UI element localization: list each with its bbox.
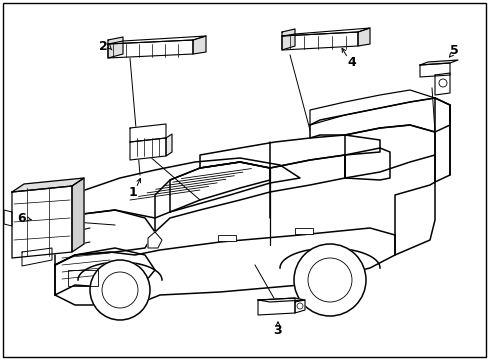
Polygon shape <box>345 148 389 180</box>
Polygon shape <box>4 210 12 226</box>
Text: 3: 3 <box>273 324 282 337</box>
Polygon shape <box>72 178 84 252</box>
Polygon shape <box>108 40 193 58</box>
Bar <box>68 270 98 286</box>
Polygon shape <box>55 248 155 295</box>
Polygon shape <box>75 158 299 218</box>
Polygon shape <box>165 134 172 156</box>
Text: 4: 4 <box>347 55 356 68</box>
Polygon shape <box>148 232 162 248</box>
Polygon shape <box>434 73 449 95</box>
Polygon shape <box>309 98 449 138</box>
Polygon shape <box>130 138 165 160</box>
Circle shape <box>293 244 365 316</box>
Polygon shape <box>258 298 294 315</box>
Circle shape <box>90 260 150 320</box>
Polygon shape <box>108 36 205 44</box>
Polygon shape <box>55 228 394 305</box>
Polygon shape <box>394 182 434 255</box>
Polygon shape <box>12 178 84 192</box>
Polygon shape <box>434 98 449 182</box>
Polygon shape <box>294 300 305 313</box>
Polygon shape <box>55 210 155 265</box>
Polygon shape <box>282 29 294 50</box>
Polygon shape <box>282 32 357 50</box>
Polygon shape <box>419 60 457 65</box>
Text: 2: 2 <box>99 40 107 54</box>
Polygon shape <box>419 63 449 77</box>
Polygon shape <box>22 248 52 266</box>
Polygon shape <box>193 36 205 54</box>
Polygon shape <box>345 125 434 178</box>
Polygon shape <box>258 298 305 302</box>
Polygon shape <box>12 186 72 258</box>
Text: 6: 6 <box>18 211 26 225</box>
Polygon shape <box>108 37 123 58</box>
Polygon shape <box>130 124 165 142</box>
Text: 5: 5 <box>448 44 457 57</box>
Bar <box>294 228 312 234</box>
Polygon shape <box>357 28 369 46</box>
Bar <box>218 235 236 241</box>
Polygon shape <box>200 135 379 168</box>
Polygon shape <box>155 155 345 232</box>
Polygon shape <box>282 28 369 36</box>
Polygon shape <box>309 90 434 125</box>
Polygon shape <box>170 162 269 212</box>
Text: 1: 1 <box>128 185 137 198</box>
